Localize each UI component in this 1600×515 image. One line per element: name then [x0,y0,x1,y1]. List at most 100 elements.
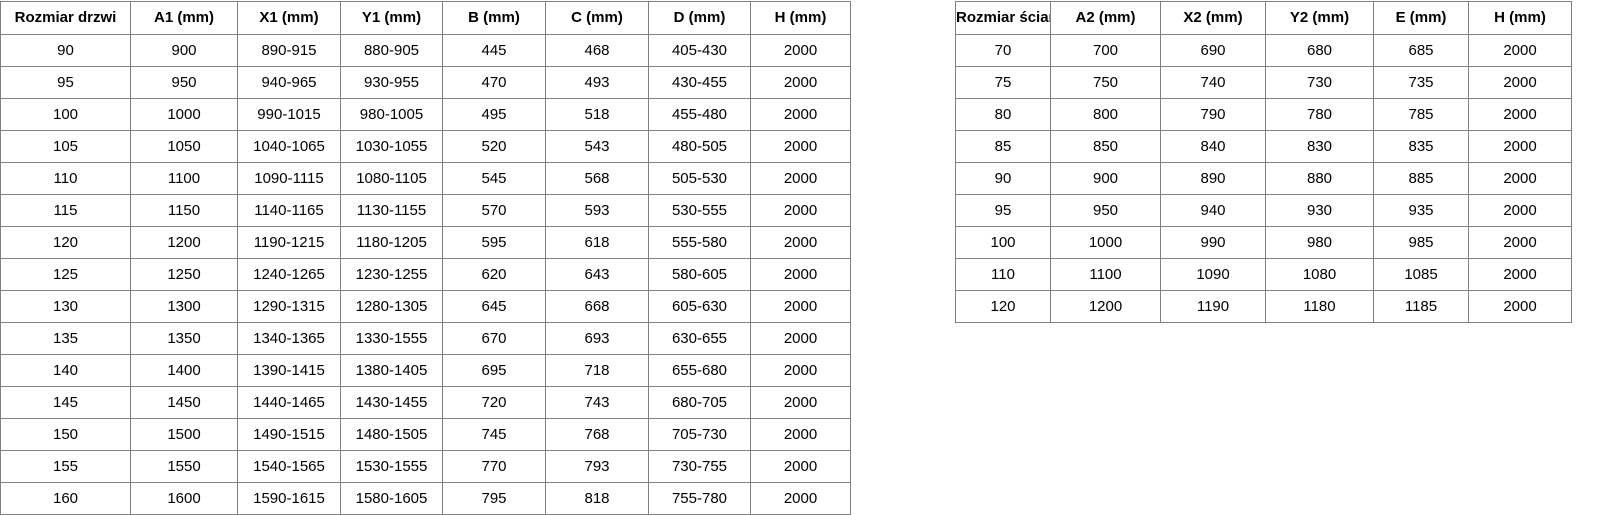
wall-size-cell: 800 [1050,98,1161,131]
door-size-cell: 1400 [130,354,238,387]
door-size-cell: 1300 [130,290,238,323]
table-row: 75 750 740 730 735 2000 [955,66,1572,99]
wall-size-cell: 70 [955,34,1051,67]
door-size-cell: 680-705 [648,386,751,419]
wall-size-cell: 890 [1160,162,1266,195]
door-size-cell: 115 [0,194,131,227]
door-size-cell: 2000 [750,322,851,355]
door-size-cell: 880-905 [340,34,443,67]
wall-size-cell: 785 [1373,98,1469,131]
door-size-cell: 900 [130,34,238,67]
door-size-cell: 1040-1065 [237,130,341,163]
door-size-cell: 430-455 [648,66,751,99]
column-header-rozmiar-drzwi: Rozmiar drzwi [0,1,131,35]
wall-size-cell: 700 [1050,34,1161,67]
door-size-cell: 670 [442,322,546,355]
wall-size-cell: 2000 [1468,290,1572,323]
wall-size-cell: 680 [1265,34,1374,67]
door-size-cell: 1190-1215 [237,226,341,259]
door-size-cell: 505-530 [648,162,751,195]
door-size-cell: 1350 [130,322,238,355]
wall-size-cell: 2000 [1468,226,1572,259]
column-header-c: C (mm) [545,1,649,35]
door-size-cell: 2000 [750,98,851,131]
door-size-cell: 745 [442,418,546,451]
table-row: 120 1200 1190-1215 1180-1205 595 618 555-580 20… [0,226,851,259]
door-size-cell: 890-915 [237,34,341,67]
table-row: 95 950 940 930 935 2000 [955,194,1572,227]
door-size-cell: 150 [0,418,131,451]
door-size-cell: 1100 [130,162,238,195]
door-size-cell: 545 [442,162,546,195]
door-size-cell: 2000 [750,450,851,483]
door-size-table: Rozmiar drzwi A1 (mm) X1 (mm) Y1 (mm) B … [0,1,851,515]
door-size-cell: 470 [442,66,546,99]
door-size-table-body: 90 900 890-915 880-905 445 468 405-430 2000 95 95… [0,34,851,515]
wall-size-cell: 90 [955,162,1051,195]
wall-size-cell: 730 [1265,66,1374,99]
door-size-cell: 530-555 [648,194,751,227]
door-size-cell: 480-505 [648,130,751,163]
wall-size-cell: 2000 [1468,194,1572,227]
wall-size-cell: 780 [1265,98,1374,131]
column-header-a1: A1 (mm) [130,1,238,35]
table-row: 95 950 940-965 930-955 470 493 430-455 2000 [0,66,851,99]
door-size-table-header: Rozmiar drzwi A1 (mm) X1 (mm) Y1 (mm) B … [0,1,851,35]
door-size-cell: 1140-1165 [237,194,341,227]
table-row: 130 1300 1290-1315 1280-1305 645 668 605-630 20… [0,290,851,323]
column-header-h: H (mm) [1468,1,1572,35]
door-size-cell: 980-1005 [340,98,443,131]
wall-size-cell: 1100 [1050,258,1161,291]
wall-size-cell: 830 [1265,130,1374,163]
door-size-cell: 618 [545,226,649,259]
door-size-cell: 1600 [130,482,238,515]
door-size-cell: 1540-1565 [237,450,341,483]
door-size-cell: 1200 [130,226,238,259]
door-size-cell: 1580-1605 [340,482,443,515]
door-size-cell: 593 [545,194,649,227]
wall-size-cell: 1090 [1160,258,1266,291]
door-size-cell: 770 [442,450,546,483]
table-header-row: Rozmiar drzwi A1 (mm) X1 (mm) Y1 (mm) B … [0,1,851,35]
door-size-cell: 455-480 [648,98,751,131]
table-row: 110 1100 1090 1080 1085 2000 [955,258,1572,291]
door-size-cell: 2000 [750,194,851,227]
door-size-cell: 818 [545,482,649,515]
wall-size-cell: 835 [1373,130,1469,163]
door-size-cell: 1590-1615 [237,482,341,515]
door-size-cell: 2000 [750,482,851,515]
door-size-cell: 990-1015 [237,98,341,131]
table-row: 120 1200 1190 1180 1185 2000 [955,290,1572,323]
door-size-cell: 1230-1255 [340,258,443,291]
door-size-cell: 645 [442,290,546,323]
door-size-cell: 705-730 [648,418,751,451]
wall-size-cell: 685 [1373,34,1469,67]
door-size-cell: 555-580 [648,226,751,259]
door-size-cell: 445 [442,34,546,67]
door-size-cell: 1250 [130,258,238,291]
wall-size-cell: 1190 [1160,290,1266,323]
door-size-cell: 1180-1205 [340,226,443,259]
door-size-cell: 145 [0,386,131,419]
door-size-cell: 1080-1105 [340,162,443,195]
door-size-cell: 520 [442,130,546,163]
table-row: 100 1000 990-1015 980-1005 495 518 455-480 2000 [0,98,851,131]
door-size-cell: 570 [442,194,546,227]
door-size-cell: 140 [0,354,131,387]
table-row: 100 1000 990 980 985 2000 [955,226,1572,259]
wall-size-cell: 950 [1050,194,1161,227]
wall-size-cell: 2000 [1468,258,1572,291]
wall-size-cell: 2000 [1468,130,1572,163]
door-size-cell: 1480-1505 [340,418,443,451]
column-header-d: D (mm) [648,1,751,35]
door-size-cell: 130 [0,290,131,323]
door-size-cell: 2000 [750,290,851,323]
table-row: 145 1450 1440-1465 1430-1455 720 743 680-705 20… [0,386,851,419]
door-size-cell: 768 [545,418,649,451]
door-size-cell: 1330-1555 [340,322,443,355]
door-size-cell: 2000 [750,34,851,67]
door-size-cell: 100 [0,98,131,131]
column-header-y1: Y1 (mm) [340,1,443,35]
wall-size-cell: 930 [1265,194,1374,227]
